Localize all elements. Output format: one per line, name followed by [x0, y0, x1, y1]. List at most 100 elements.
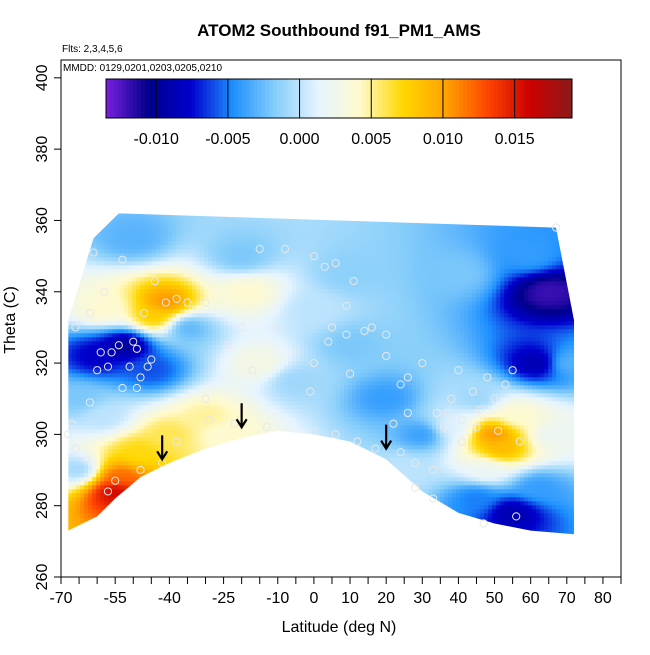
heat-cell — [212, 221, 217, 226]
heat-cell — [172, 533, 177, 538]
heat-cell — [80, 237, 85, 242]
heat-cell — [208, 293, 213, 298]
heat-cell — [104, 213, 109, 218]
heat-cell — [72, 269, 77, 274]
heat-cell — [248, 441, 253, 446]
heat-cell — [268, 381, 273, 386]
heat-cell — [152, 321, 157, 326]
heat-cell — [160, 533, 165, 538]
heat-cell — [148, 517, 153, 522]
heat-cell — [252, 213, 257, 218]
heat-cell — [188, 249, 193, 254]
heat-cell — [280, 413, 285, 418]
heat-cell — [152, 529, 157, 534]
heat-cell — [212, 225, 217, 230]
heat-cell — [92, 341, 97, 346]
heat-cell — [276, 453, 281, 458]
heat-cell — [112, 325, 117, 330]
heat-cell — [84, 421, 89, 426]
heat-cell — [252, 293, 257, 298]
heat-cell — [196, 465, 201, 470]
heat-cell — [160, 501, 165, 506]
heat-cell — [176, 289, 181, 294]
heat-cell — [224, 213, 229, 218]
heat-cell — [276, 337, 281, 342]
heat-cell — [184, 309, 189, 314]
heat-cell — [204, 377, 209, 382]
heat-cell — [264, 489, 269, 494]
heat-cell — [88, 505, 93, 510]
heat-cell — [240, 485, 245, 490]
heat-cell — [232, 357, 237, 362]
heat-cell — [212, 433, 217, 438]
heat-cell — [244, 297, 249, 302]
heat-cell — [136, 433, 141, 438]
heat-cell — [160, 281, 165, 286]
heat-cell — [180, 401, 185, 406]
heat-cell — [108, 433, 113, 438]
heat-cell — [192, 417, 197, 422]
heat-cell — [72, 421, 77, 426]
heat-cell — [260, 445, 265, 450]
heat-cell — [100, 405, 105, 410]
heat-cell — [268, 285, 273, 290]
heat-cell — [284, 289, 289, 294]
heat-cell — [252, 281, 257, 286]
heat-cell — [268, 517, 273, 522]
heat-cell — [180, 409, 185, 414]
heat-cell — [136, 529, 141, 534]
heat-cell — [112, 529, 117, 534]
heat-cell — [192, 441, 197, 446]
heat-cell — [180, 321, 185, 326]
heat-cell — [76, 281, 81, 286]
heat-cell — [184, 485, 189, 490]
heat-cell — [180, 221, 185, 226]
heat-cell — [132, 385, 137, 390]
heat-cell — [68, 465, 73, 470]
heat-cell — [248, 469, 253, 474]
heat-cell — [224, 377, 229, 382]
heat-cell — [260, 337, 265, 342]
heat-cell — [140, 297, 145, 302]
heat-cell — [96, 257, 101, 262]
heat-cell — [132, 517, 137, 522]
heat-cell — [124, 233, 129, 238]
heat-cell — [168, 337, 173, 342]
heat-cell — [100, 457, 105, 462]
heat-cell — [240, 261, 245, 266]
heat-cell — [256, 273, 261, 278]
heat-cell — [252, 397, 257, 402]
heat-cell — [204, 213, 209, 218]
heat-cell — [244, 501, 249, 506]
heat-cell — [152, 521, 157, 526]
heat-cell — [120, 465, 125, 470]
heat-cell — [272, 321, 277, 326]
heat-cell — [168, 273, 173, 278]
heat-cell — [284, 333, 289, 338]
heat-cell — [112, 441, 117, 446]
heat-cell — [260, 381, 265, 386]
heat-cell — [276, 349, 281, 354]
heat-cell — [124, 397, 129, 402]
heat-cell — [264, 381, 269, 386]
heat-cell — [200, 341, 205, 346]
heat-cell — [304, 301, 309, 306]
heat-cell — [184, 293, 189, 298]
heat-cell — [196, 449, 201, 454]
heat-cell — [152, 309, 157, 314]
heat-cell — [68, 329, 73, 334]
heat-cell — [96, 305, 101, 310]
heat-cell — [136, 429, 141, 434]
heat-cell — [216, 325, 221, 330]
heat-cell — [284, 345, 289, 350]
heat-cell — [188, 213, 193, 218]
heat-cell — [104, 477, 109, 482]
heat-cell — [304, 517, 309, 522]
heat-cell — [160, 393, 165, 398]
heat-cell — [260, 529, 265, 534]
heat-cell — [148, 389, 153, 394]
heat-cell — [140, 285, 145, 290]
heat-cell — [148, 213, 153, 218]
heat-cell — [300, 525, 305, 530]
heat-cell — [260, 505, 265, 510]
